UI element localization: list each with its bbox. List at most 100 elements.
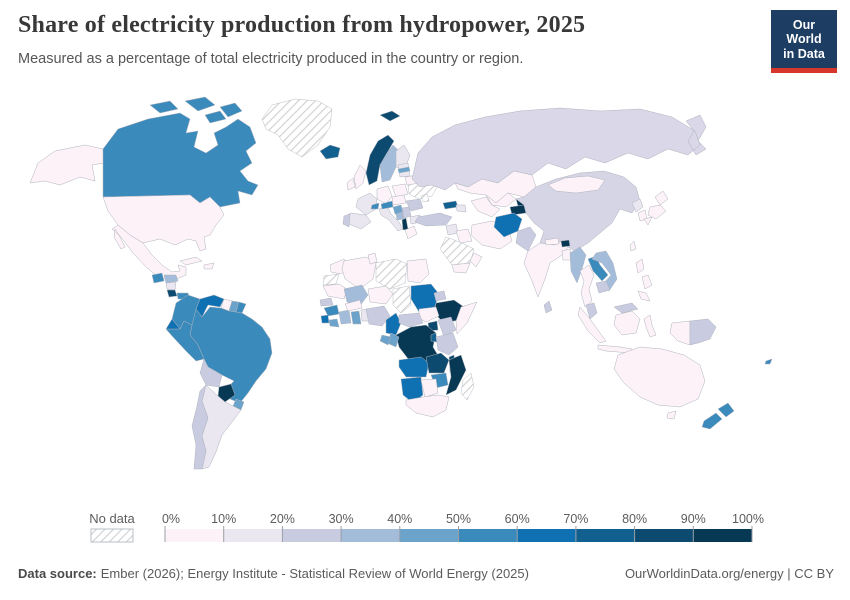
country-mongolia[interactable] [547, 175, 606, 194]
country-thailand[interactable] [579, 264, 595, 308]
country-iraq[interactable] [455, 228, 473, 244]
country-south-africa[interactable] [405, 394, 450, 418]
country-burkina-faso[interactable] [344, 299, 363, 312]
country-central-african-republic[interactable] [398, 312, 424, 328]
country-senegal[interactable] [319, 297, 334, 307]
legend-bin-6[interactable] [517, 529, 576, 542]
country-western-sahara[interactable] [322, 273, 340, 286]
country-greenland[interactable] [261, 98, 333, 158]
country-nicaragua[interactable] [165, 281, 177, 291]
country-cuba[interactable] [179, 256, 203, 266]
country-turkey[interactable] [414, 212, 453, 227]
country-mozambique[interactable] [445, 354, 467, 396]
legend-bin-3[interactable] [341, 529, 400, 542]
country-ghana[interactable] [350, 310, 362, 325]
country-portugal[interactable] [342, 213, 351, 228]
country-gabon[interactable] [379, 334, 392, 346]
country-serbia[interactable] [401, 206, 412, 219]
owid-logo[interactable]: Our World in Data [771, 10, 837, 74]
legend-bin-5[interactable] [458, 529, 518, 542]
country-cote-divoire[interactable] [338, 309, 352, 325]
legend-bin-1[interactable] [223, 529, 283, 542]
country-canada-arctic-islands[interactable] [149, 96, 243, 124]
legend-bin-0[interactable] [165, 529, 224, 542]
country-india[interactable] [523, 240, 569, 298]
country-russia[interactable] [411, 107, 707, 191]
country-drc[interactable] [395, 324, 440, 364]
country-svalbard[interactable] [379, 110, 401, 122]
country-switzerland[interactable] [370, 202, 380, 210]
country-yemen[interactable] [451, 262, 471, 274]
country-costa-rica[interactable] [166, 289, 178, 298]
country-albania[interactable] [401, 217, 409, 231]
country-norway[interactable] [365, 134, 395, 186]
legend-bin-9[interactable] [693, 529, 752, 542]
country-myanmar[interactable] [569, 246, 587, 284]
country-finland[interactable] [395, 144, 411, 170]
legend-bin-2[interactable] [282, 529, 342, 542]
country-niger[interactable] [367, 285, 394, 305]
country-cambodia[interactable] [595, 280, 611, 294]
country-sierra-leone[interactable] [320, 314, 330, 324]
country-liberia[interactable] [328, 318, 340, 328]
country-egypt[interactable] [406, 258, 430, 284]
country-australia[interactable] [613, 346, 706, 420]
legend-no-data-swatch[interactable] [90, 528, 134, 543]
country-moldova[interactable] [420, 193, 430, 203]
country-guatemala[interactable] [151, 272, 165, 284]
country-peru[interactable] [165, 320, 205, 362]
country-mexico[interactable] [111, 224, 187, 282]
country-spain[interactable] [346, 212, 372, 230]
country-malaysia[interactable] [585, 302, 639, 320]
country-libya[interactable] [375, 258, 408, 290]
country-czech-hungary[interactable] [391, 194, 407, 206]
country-guinea[interactable] [323, 304, 340, 317]
country-pakistan[interactable] [515, 226, 537, 252]
country-botswana[interactable] [420, 378, 439, 398]
country-somalia[interactable] [455, 301, 478, 335]
country-kenya[interactable] [437, 316, 457, 338]
country-bhutan[interactable] [560, 239, 571, 248]
legend-bin-4[interactable] [399, 529, 459, 542]
country-new-zealand[interactable] [701, 402, 735, 430]
country-taiwan[interactable] [629, 240, 637, 252]
country-honduras[interactable] [163, 274, 179, 284]
country-south-sudan[interactable] [418, 306, 440, 323]
country-uk[interactable] [353, 164, 367, 190]
country-chad[interactable] [392, 285, 412, 314]
country-syria[interactable] [445, 223, 459, 236]
country-azerbaijan[interactable] [455, 204, 467, 213]
country-hispaniola[interactable] [203, 262, 215, 270]
country-greece[interactable] [404, 225, 418, 240]
country-north-korea[interactable] [631, 198, 644, 213]
country-zambia[interactable] [425, 352, 450, 374]
country-mauritania[interactable] [322, 283, 348, 300]
country-algeria[interactable] [341, 256, 377, 290]
country-france[interactable] [355, 192, 378, 216]
country-chile[interactable] [191, 384, 209, 470]
country-papua-new-guinea[interactable] [689, 318, 717, 346]
country-turkmenistan[interactable] [470, 196, 501, 218]
country-latvia[interactable] [397, 166, 411, 174]
country-oman[interactable] [469, 252, 483, 268]
legend-bin-7[interactable] [575, 529, 635, 542]
country-tunisia[interactable] [367, 252, 378, 265]
country-angola[interactable] [398, 356, 430, 378]
country-cameroon[interactable] [385, 312, 402, 336]
footer-credit-link[interactable]: OurWorldinData.org/energy | CC BY [624, 566, 834, 581]
country-germany[interactable] [376, 185, 393, 205]
country-ireland[interactable] [346, 177, 356, 191]
country-japan[interactable] [643, 190, 669, 226]
country-tanzania[interactable] [435, 332, 459, 356]
country-paraguay[interactable] [217, 383, 236, 403]
country-iceland[interactable] [319, 144, 341, 160]
legend-bin-8[interactable] [634, 529, 694, 542]
country-fiji[interactable] [764, 358, 773, 365]
country-sri-lanka[interactable] [543, 300, 553, 314]
country-mali[interactable] [343, 284, 369, 308]
country-alaska[interactable] [29, 144, 105, 186]
country-canada[interactable] [102, 112, 259, 208]
country-nepal[interactable] [544, 237, 560, 246]
country-bangladesh[interactable] [561, 248, 572, 261]
country-philippines[interactable] [635, 258, 653, 302]
